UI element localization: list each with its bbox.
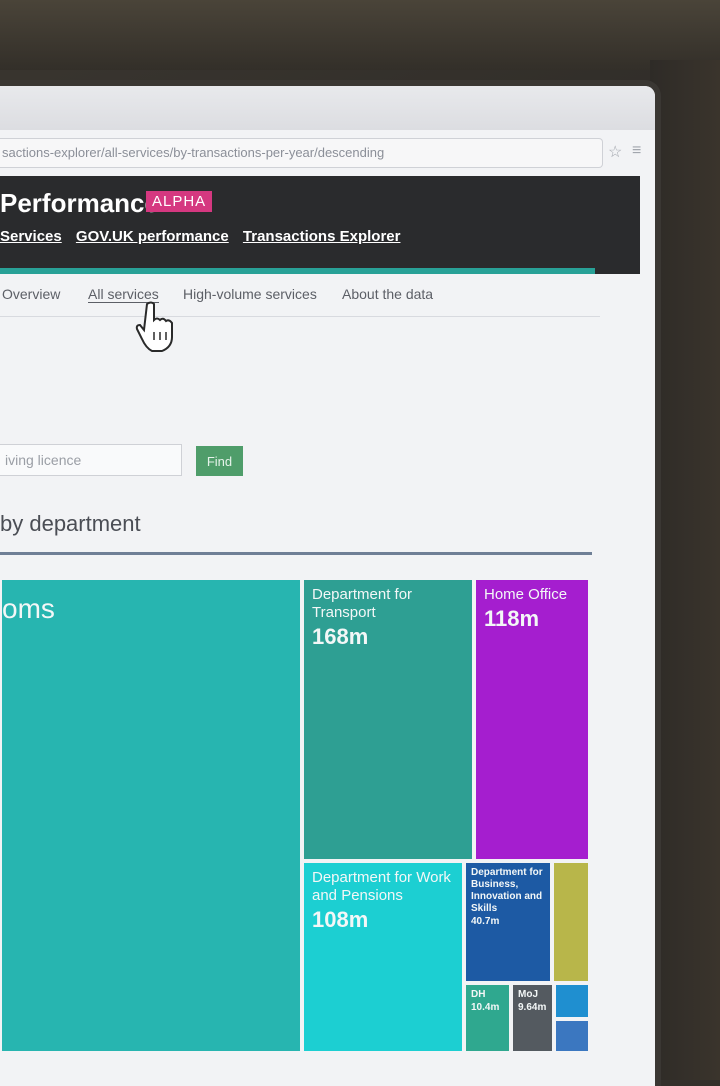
breadcrumb-govuk-performance[interactable]: GOV.UK performance xyxy=(75,228,229,245)
tab-bar: Overview All services High-volume servic… xyxy=(0,286,600,317)
treemap-cell-bis[interactable]: Department for Business, Innovation and … xyxy=(464,861,552,983)
site-header: Performance ALPHA Services GOV.UK perfor… xyxy=(0,176,640,274)
treemap-cell-dwp[interactable]: Department for Work and Pensions 108m xyxy=(302,861,464,1053)
breadcrumb: Services GOV.UK performance Transactions… xyxy=(0,228,410,245)
treemap-cell-value: 10.4m xyxy=(471,1002,500,1013)
breadcrumb-transactions-explorer[interactable]: Transactions Explorer xyxy=(242,228,401,245)
background-wall xyxy=(0,0,720,70)
treemap-cell-value: 168m xyxy=(312,624,369,649)
department-treemap: oms Department for Transport 168m Home O… xyxy=(0,578,592,1053)
treemap-cell-unlabelled-small[interactable] xyxy=(554,1019,590,1053)
treemap-cell-hmrc[interactable]: oms xyxy=(0,578,302,1053)
treemap-cell-label: Department for Business, Innovation and … xyxy=(471,867,543,914)
menu-icon[interactable]: ≡ xyxy=(632,142,642,159)
treemap-cell-label: Department for Transport xyxy=(312,586,413,621)
site-title[interactable]: Performance xyxy=(0,188,159,218)
treemap-cell-unlabelled-olive[interactable] xyxy=(552,861,590,983)
tab-all-services[interactable]: All services xyxy=(88,286,159,303)
treemap-cell-moj[interactable]: MoJ 9.64m xyxy=(511,983,554,1053)
treemap-cell-home-office[interactable]: Home Office 118m xyxy=(474,578,590,861)
bookmark-star-icon[interactable]: ☆ xyxy=(608,144,623,161)
section-divider xyxy=(0,552,592,555)
find-button[interactable]: Find xyxy=(196,446,243,476)
treemap-cell-label: DH xyxy=(471,989,486,1000)
treemap-cell-unlabelled-blue[interactable] xyxy=(554,983,590,1019)
treemap-cell-label: oms xyxy=(2,593,55,624)
monitor-bezel xyxy=(650,60,720,1080)
search-input[interactable] xyxy=(0,444,182,476)
treemap-cell-value: 40.7m xyxy=(471,916,500,927)
treemap-cell-dh[interactable]: DH 10.4m xyxy=(464,983,511,1053)
tab-overview[interactable]: Overview xyxy=(2,286,61,302)
treemap-cell-label: Home Office xyxy=(484,586,568,603)
treemap-cell-transport[interactable]: Department for Transport 168m xyxy=(302,578,474,861)
header-accent-bar xyxy=(0,268,595,274)
treemap-cell-label: MoJ xyxy=(518,989,538,1000)
phase-badge: ALPHA xyxy=(146,191,213,212)
treemap-cell-label: Department for Work and Pensions xyxy=(312,869,451,904)
treemap-cell-value: 108m xyxy=(312,907,369,932)
browser-toolbar xyxy=(0,86,655,130)
treemap-cell-value: 9.64m xyxy=(518,1002,547,1013)
tab-high-volume-services[interactable]: High-volume services xyxy=(183,286,317,302)
breadcrumb-services[interactable]: Services xyxy=(0,228,62,245)
section-heading: by department xyxy=(0,511,141,536)
tab-about-the-data[interactable]: About the data xyxy=(342,286,434,302)
treemap-cell-value: 118m xyxy=(484,606,540,631)
address-bar[interactable]: sactions-explorer/all-services/by-transa… xyxy=(0,138,603,168)
browser-window: sactions-explorer/all-services/by-transa… xyxy=(0,86,655,1086)
hand-pointer-icon xyxy=(135,301,173,352)
